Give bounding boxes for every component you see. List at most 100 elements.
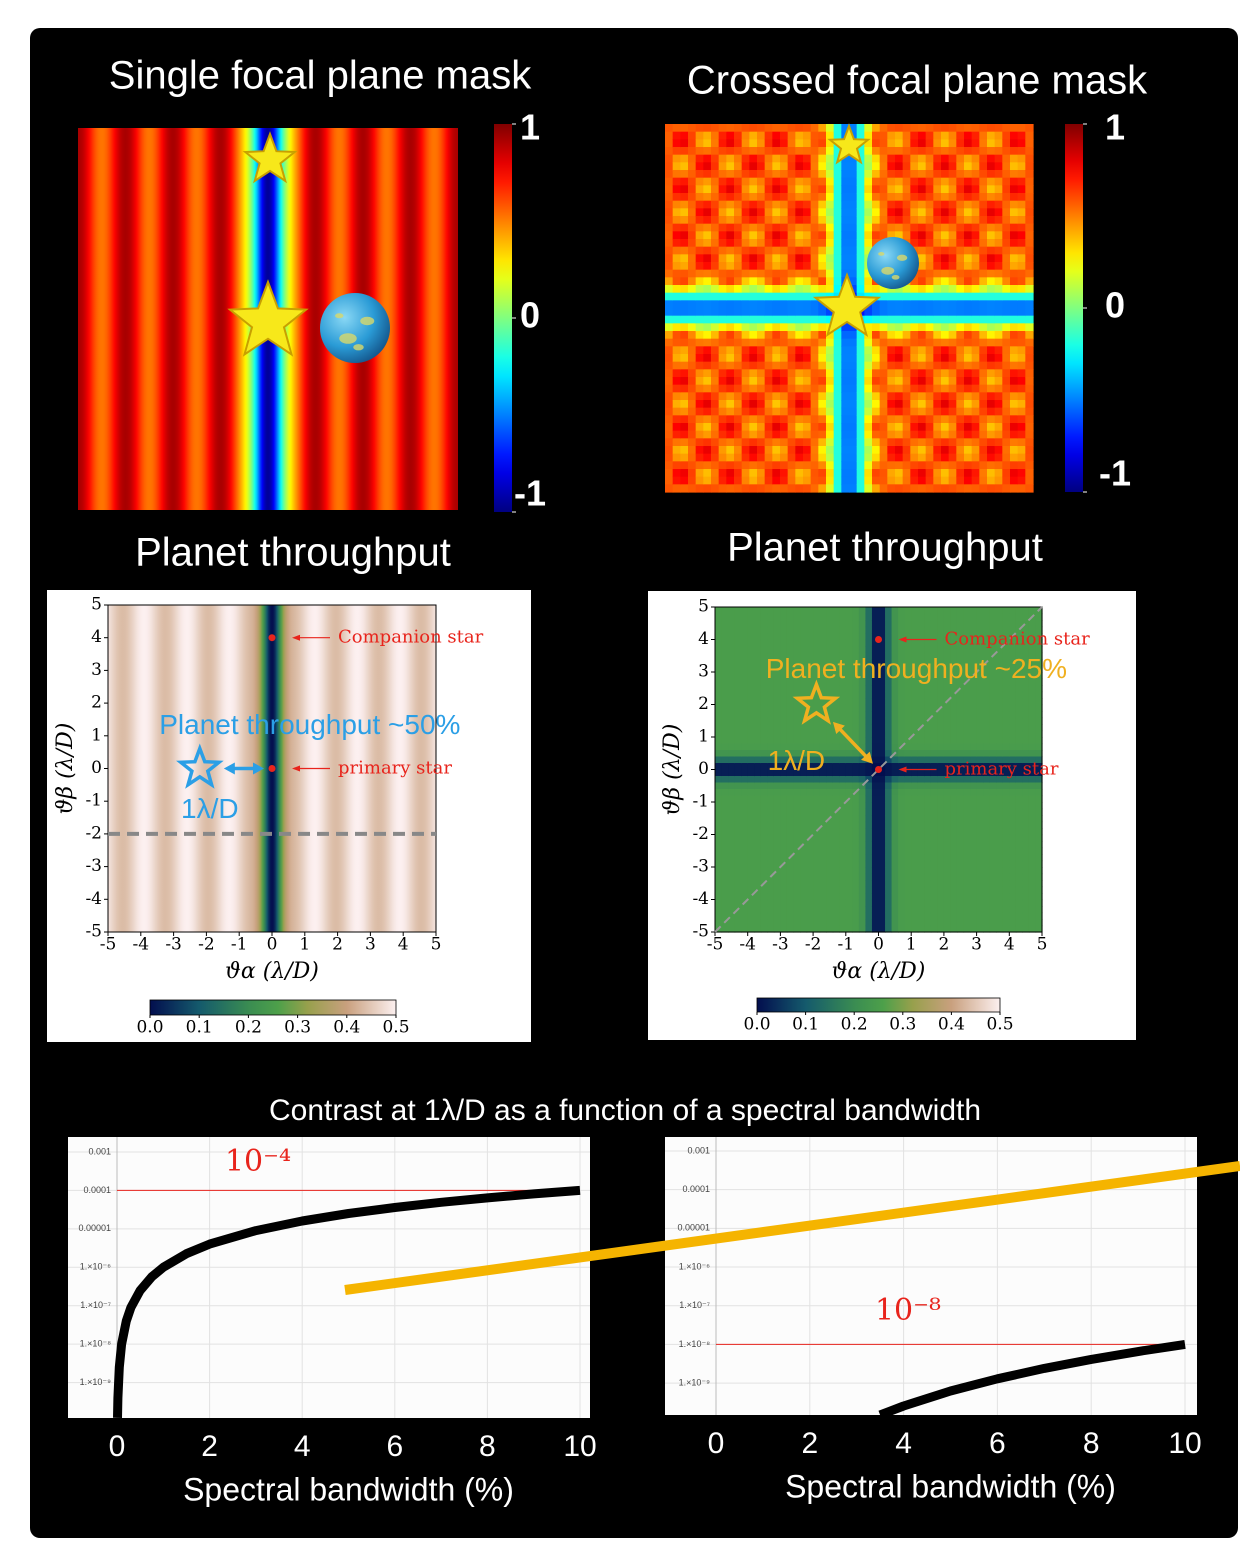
mask-cell (673, 308, 681, 316)
throughput-cell (872, 711, 879, 718)
throughput-cell (728, 724, 735, 731)
throughput-cell (944, 854, 951, 861)
throughput-cell (735, 711, 742, 718)
mask-cell (880, 132, 888, 140)
throughput-cell (918, 828, 925, 835)
throughput-cell (931, 880, 938, 887)
throughput-cell (1003, 744, 1010, 751)
mask-cell (941, 408, 949, 416)
mask-cell (1025, 423, 1033, 431)
mask-cell (834, 277, 842, 285)
mask-cell (987, 423, 995, 431)
mask-cell (972, 147, 980, 155)
mask-cell (673, 201, 681, 209)
mask-cell (688, 431, 696, 439)
throughput-cell (807, 848, 814, 855)
mask-cell (972, 300, 980, 308)
mask-cell (811, 155, 819, 163)
mask-cell (1010, 469, 1018, 477)
mask-cell (1018, 369, 1026, 377)
throughput-cell (793, 685, 800, 692)
mask-cell (772, 170, 780, 178)
mask-cell (887, 469, 895, 477)
mask-cell (995, 132, 1003, 140)
throughput-cell (852, 698, 859, 705)
throughput-cell (1003, 796, 1010, 803)
mask-cell (872, 124, 880, 132)
mask-cell (688, 293, 696, 301)
x-tick-label: -2 (198, 935, 215, 955)
throughput-cell (735, 724, 742, 731)
mask-cell (711, 162, 719, 170)
throughput-cell (826, 906, 833, 913)
mask-cell (949, 147, 957, 155)
throughput-cell (950, 705, 957, 712)
mask-cell (826, 477, 834, 485)
mask-cell (956, 193, 964, 201)
throughput-cell (911, 867, 918, 874)
mask-cell (726, 224, 734, 232)
throughput-cell (761, 789, 768, 796)
throughput-cell (722, 783, 729, 790)
throughput-cell (807, 893, 814, 900)
throughput-cell (754, 828, 761, 835)
mask-cell (972, 254, 980, 262)
mask-cell (803, 392, 811, 400)
mask-cell (1002, 216, 1010, 224)
throughput-cell (1029, 861, 1036, 868)
mask-cell (711, 392, 719, 400)
mask-cell (903, 362, 911, 370)
mask-cell (956, 185, 964, 193)
throughput-cell (728, 731, 735, 738)
throughput-cell (924, 627, 931, 634)
throughput-cell (852, 874, 859, 881)
mask-cell (726, 446, 734, 454)
mask-cell (1010, 300, 1018, 308)
mask-cell (887, 346, 895, 354)
throughput-cell (1022, 815, 1029, 822)
mask-cell (1025, 201, 1033, 209)
mask-cell (949, 415, 957, 423)
mask-cell (1010, 461, 1018, 469)
throughput-cell (859, 880, 866, 887)
mask-cell (918, 461, 926, 469)
throughput-cell (977, 783, 984, 790)
mask-cell (696, 262, 704, 270)
mask-cell (949, 461, 957, 469)
mask-cell (772, 285, 780, 293)
mask-cell (880, 170, 888, 178)
mask-cell (780, 408, 788, 416)
mask-cell (665, 308, 673, 316)
throughput-cell (970, 607, 977, 614)
mask-cell (749, 201, 757, 209)
mask-cell (910, 354, 918, 362)
throughput-cell (748, 627, 755, 634)
mask-cell (688, 446, 696, 454)
mask-cell (734, 155, 742, 163)
mask-cell (757, 224, 765, 232)
throughput-cell (905, 757, 912, 764)
mask-cell (903, 354, 911, 362)
mask-cell (964, 354, 972, 362)
throughput-cell (820, 854, 827, 861)
mask-cell (711, 346, 719, 354)
throughput-cell (892, 711, 899, 718)
throughput-cell (715, 880, 722, 887)
mask-cell (941, 431, 949, 439)
throughput-cell (885, 854, 892, 861)
mask-cell (742, 454, 750, 462)
mask-cell (995, 277, 1003, 285)
throughput-cell (1022, 822, 1029, 829)
throughput-cell (793, 711, 800, 718)
throughput-cell (774, 627, 781, 634)
throughput-cell (970, 724, 977, 731)
mask-cell (872, 484, 880, 492)
mask-cell (926, 178, 934, 186)
throughput-cell (924, 705, 931, 712)
mask-cell (918, 446, 926, 454)
mask-cell (711, 147, 719, 155)
mask-cell (757, 469, 765, 477)
mask-cell (910, 385, 918, 393)
mask-cell (1002, 377, 1010, 385)
mask-cell (834, 400, 842, 408)
